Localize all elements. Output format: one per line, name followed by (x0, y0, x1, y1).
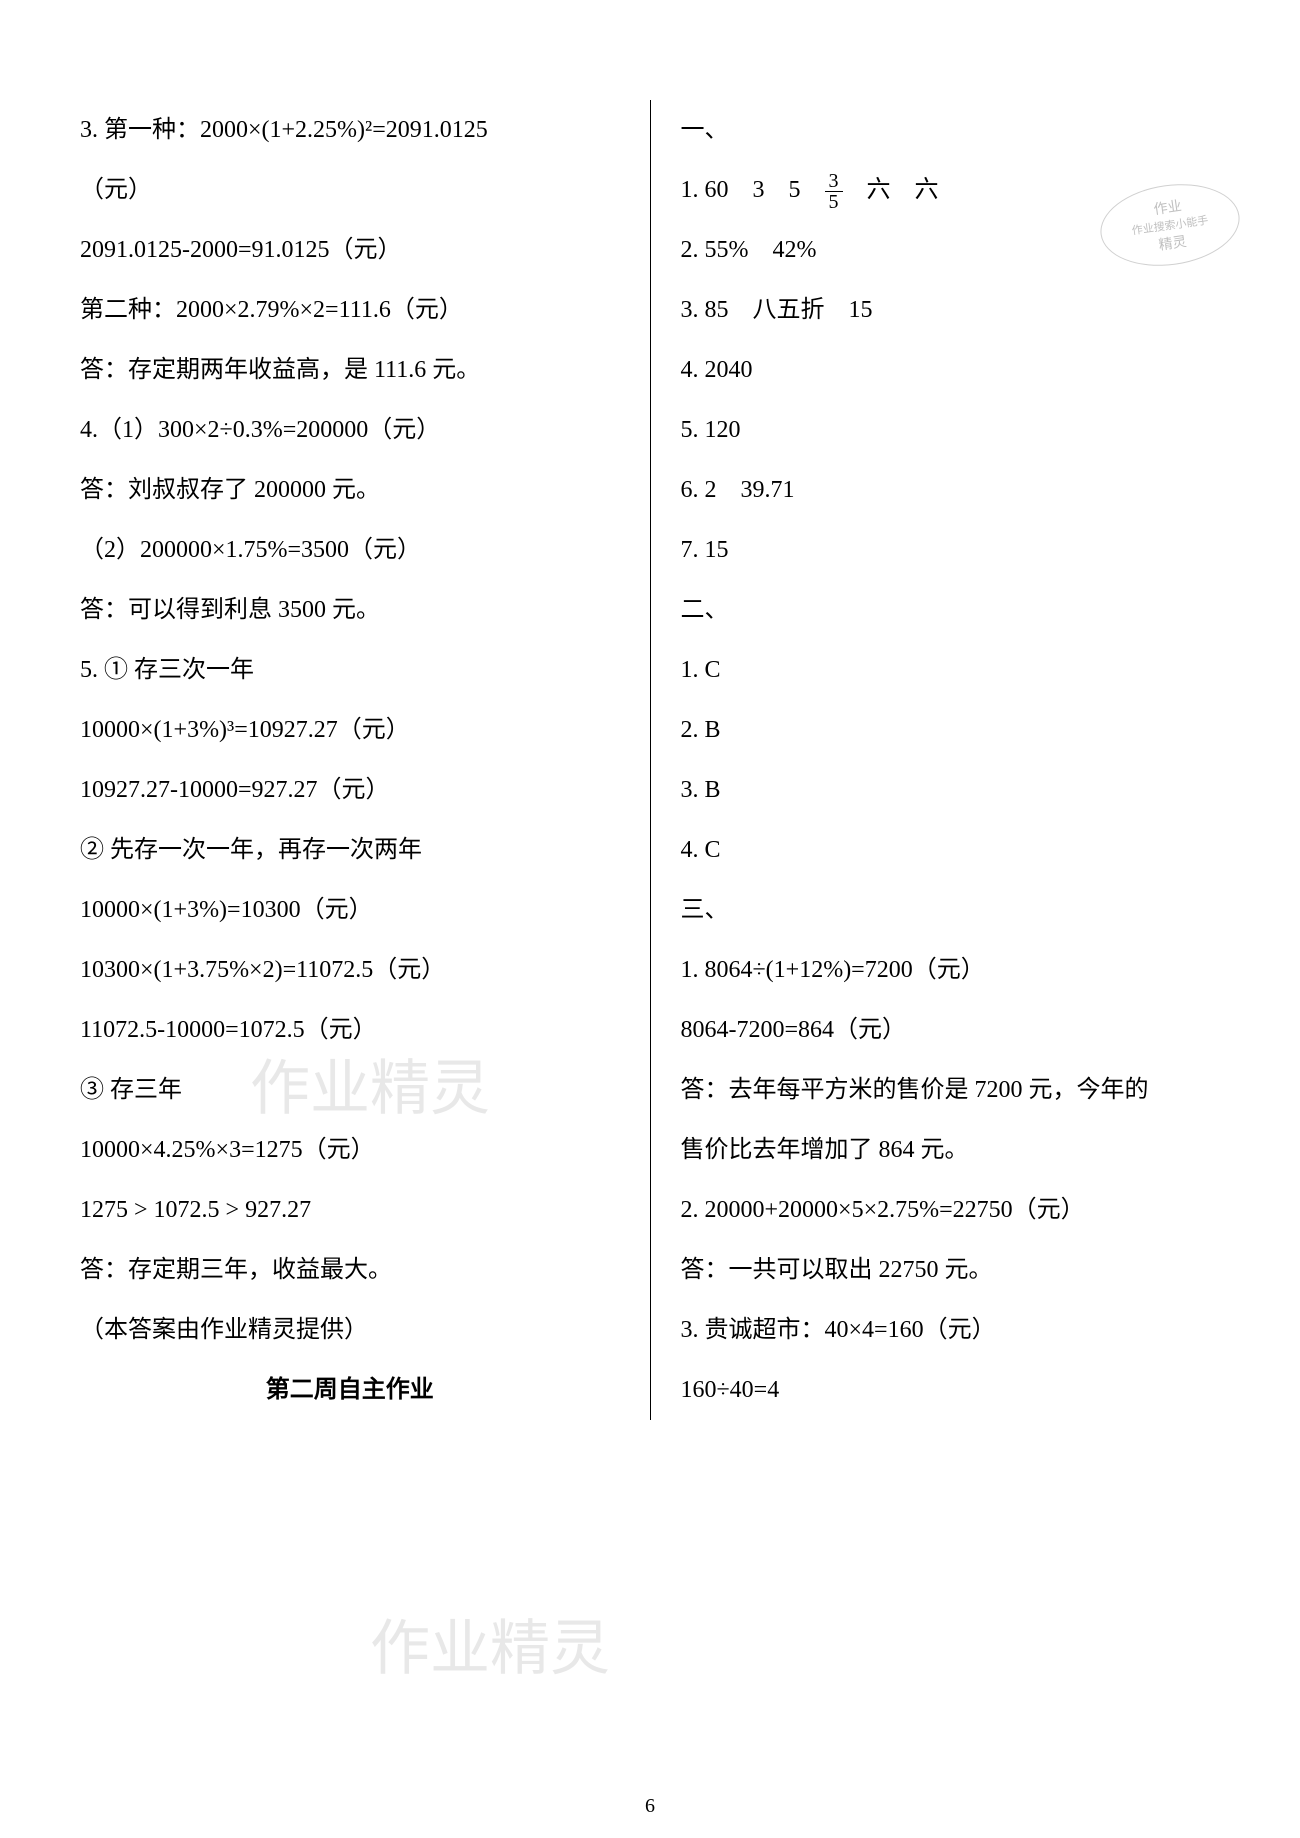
right-line-22: 160÷40=4 (681, 1360, 1221, 1420)
right-line-11: 2. B (681, 700, 1221, 760)
right-line-4: 3. 85 八五折 15 (681, 280, 1221, 340)
right-column: 一、 1. 60 3 5 35 六 六 2. 55% 42% 3. 85 八五折… (651, 100, 1221, 1420)
left-line-3: 2091.0125-2000=91.0125（元） (80, 220, 620, 280)
right-line-21: 3. 贵诚超市：40×4=160（元） (681, 1300, 1221, 1360)
left-line-19: 1275 > 1072.5 > 927.27 (80, 1180, 620, 1240)
left-line-5: 答：存定期两年收益高，是 111.6 元。 (80, 340, 620, 400)
right-line-20: 答：一共可以取出 22750 元。 (681, 1240, 1221, 1300)
left-line-2: （元） (80, 160, 620, 220)
right-line-7: 6. 2 39.71 (681, 460, 1221, 520)
right-line-16: 8064-7200=864（元） (681, 1000, 1221, 1060)
left-line-12: 10927.27-10000=927.27（元） (80, 760, 620, 820)
left-line-8: （2）200000×1.75%=3500（元） (80, 520, 620, 580)
left-line-10: 5. ① 存三次一年 (80, 640, 620, 700)
frac-numerator: 3 (825, 171, 843, 192)
right-line-13: 4. C (681, 820, 1221, 880)
left-line-17: ③ 存三年 (80, 1060, 620, 1120)
left-line-4: 第二种：2000×2.79%×2=111.6（元） (80, 280, 620, 340)
right-line-8: 7. 15 (681, 520, 1221, 580)
right-line-10: 1. C (681, 640, 1221, 700)
left-line-7: 答：刘叔叔存了 200000 元。 (80, 460, 620, 520)
right-line-9: 二、 (681, 580, 1221, 640)
fraction-3-5: 35 (825, 171, 843, 212)
right-line-1: 一、 (681, 100, 1221, 160)
left-line-13: ② 先存一次一年，再存一次两年 (80, 820, 620, 880)
left-line-11: 10000×(1+3%)³=10927.27（元） (80, 700, 620, 760)
right-line-17: 答：去年每平方米的售价是 7200 元，今年的 (681, 1060, 1221, 1120)
left-line-15: 10300×(1+3.75%×2)=11072.5（元） (80, 940, 620, 1000)
left-column: 3. 第一种：2000×(1+2.25%)²=2091.0125 （元） 209… (80, 100, 650, 1420)
right-line-3: 2. 55% 42% (681, 220, 1221, 280)
right-line-19: 2. 20000+20000×5×2.75%=22750（元） (681, 1180, 1221, 1240)
left-line-1: 3. 第一种：2000×(1+2.25%)²=2091.0125 (80, 100, 620, 160)
left-line-6: 4.（1）300×2÷0.3%=200000（元） (80, 400, 620, 460)
frac-denominator: 5 (825, 192, 843, 212)
right-line-6: 5. 120 (681, 400, 1221, 460)
right-line-15: 1. 8064÷(1+12%)=7200（元） (681, 940, 1221, 1000)
left-line-14: 10000×(1+3%)=10300（元） (80, 880, 620, 940)
right-line-5: 4. 2040 (681, 340, 1221, 400)
left-line-18: 10000×4.25%×3=1275（元） (80, 1120, 620, 1180)
right-line-12: 3. B (681, 760, 1221, 820)
week-heading: 第二周自主作业 (80, 1360, 620, 1420)
left-line-9: 答：可以得到利息 3500 元。 (80, 580, 620, 640)
page-number: 6 (645, 1795, 655, 1818)
right-line-14: 三、 (681, 880, 1221, 940)
r2-pre: 1. 60 3 5 (681, 177, 825, 203)
watermark-2: 作业精灵 (370, 1600, 610, 1687)
page-container: 3. 第一种：2000×(1+2.25%)²=2091.0125 （元） 209… (0, 0, 1300, 1460)
left-line-21: （本答案由作业精灵提供） (80, 1300, 620, 1360)
r2-post: 六 六 (843, 177, 939, 203)
right-line-2: 1. 60 3 5 35 六 六 (681, 160, 1221, 220)
left-line-20: 答：存定期三年，收益最大。 (80, 1240, 620, 1300)
left-line-16: 11072.5-10000=1072.5（元） (80, 1000, 620, 1060)
right-line-18: 售价比去年增加了 864 元。 (681, 1120, 1221, 1180)
